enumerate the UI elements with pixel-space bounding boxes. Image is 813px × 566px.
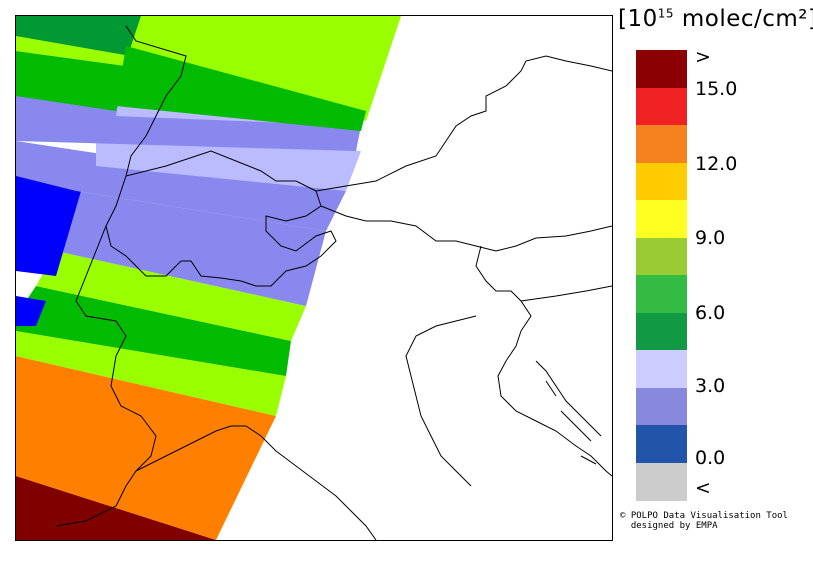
legend-label-6: 6.0	[695, 302, 726, 324]
border-austria-italy	[320, 205, 612, 252]
country-borders	[55, 25, 612, 540]
legend-title: [1015 molec/cm²]	[618, 6, 813, 32]
legend-label-0: 0.0	[695, 447, 726, 469]
swath-green	[16, 286, 291, 376]
legend-label-9: 9.0	[695, 227, 726, 249]
border-switzerland	[105, 150, 337, 287]
legend-swatch	[636, 125, 687, 163]
swath-light-green	[36, 251, 306, 341]
legend-colorbar	[636, 50, 687, 501]
border-austria-germany	[315, 55, 612, 192]
islands-dalmatia	[535, 360, 602, 465]
legend-label-12: 12.0	[695, 153, 738, 175]
coast-ligurian	[135, 425, 246, 472]
border-italy-slovenia	[475, 245, 532, 332]
swath-blue	[16, 296, 46, 326]
legend-swatch	[636, 275, 687, 313]
legend-swatch	[636, 237, 687, 276]
map-canvas[interactable]	[16, 16, 612, 540]
legend-swatch	[636, 162, 687, 201]
swath-light-green	[126, 16, 401, 121]
legend-title-prefix: [10	[618, 6, 658, 32]
border-slovenia-croatia	[520, 285, 612, 302]
swath-light-green	[16, 331, 286, 416]
map-panel[interactable]	[15, 15, 613, 541]
legend-title-unit: molec/cm²]	[674, 6, 813, 32]
credit-text: © POLPO Data Visualisation Tool designed…	[620, 511, 788, 531]
swath-dark-green	[16, 16, 141, 56]
border-france-switzerland	[55, 25, 187, 527]
legend-swatch	[636, 87, 687, 126]
legend-label-15: 15.0	[695, 78, 738, 100]
credit-line-2: designed by EMPA	[620, 521, 718, 531]
legend-swatch	[636, 50, 687, 88]
legend-label-3: 3.0	[695, 375, 726, 397]
swath-blue	[16, 171, 81, 276]
satellite-swaths	[16, 16, 401, 540]
coast-italy-west	[245, 425, 377, 540]
legend-swatch	[636, 350, 687, 388]
legend-title-exponent: 15	[657, 6, 675, 21]
legend-swatch	[636, 425, 687, 463]
swath-green	[116, 46, 366, 131]
legend-swatch	[636, 312, 687, 351]
credit-line-1: © POLPO Data Visualisation Tool	[620, 511, 788, 521]
swath-orange	[16, 356, 276, 540]
swath-green	[16, 51, 126, 111]
coast-adriatic	[497, 330, 612, 477]
legend-label-over: >	[695, 46, 711, 68]
legend-swatch	[636, 200, 687, 238]
legend-label-under: <	[695, 477, 711, 499]
legend-swatch	[636, 387, 687, 426]
swath-lavender	[96, 136, 361, 191]
swath-periwinkle	[56, 191, 326, 306]
coast-italy-east	[405, 315, 477, 487]
legend-swatch	[636, 462, 687, 501]
